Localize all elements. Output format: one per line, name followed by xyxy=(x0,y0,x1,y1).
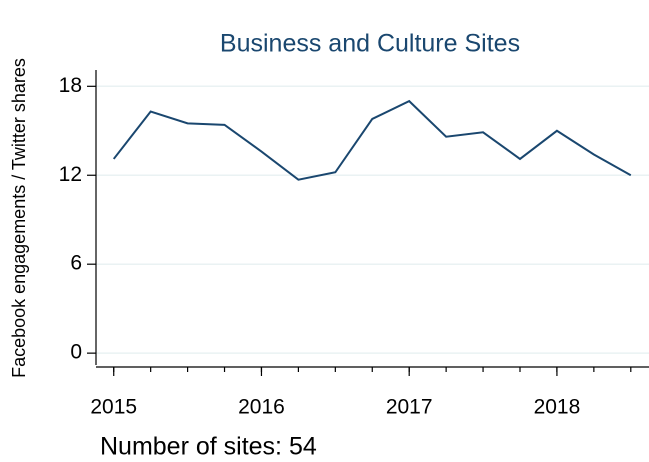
x-tick-label: 2017 xyxy=(386,396,433,419)
y-tick-label: 6 xyxy=(70,252,82,275)
chart-title: Business and Culture Sites xyxy=(220,30,520,58)
x-tick-label: 2018 xyxy=(534,396,581,419)
x-tick-label: 2015 xyxy=(90,396,137,419)
x-tick-label: 2016 xyxy=(238,396,285,419)
y-axis-label: Facebook engagements / Twitter shares xyxy=(9,58,29,378)
note: Number of sites: 54 xyxy=(100,433,317,461)
y-tick-label: 12 xyxy=(59,163,82,186)
y-tick-label: 18 xyxy=(59,74,82,97)
line xyxy=(112,99,632,181)
y-tick-label: 0 xyxy=(70,341,82,364)
